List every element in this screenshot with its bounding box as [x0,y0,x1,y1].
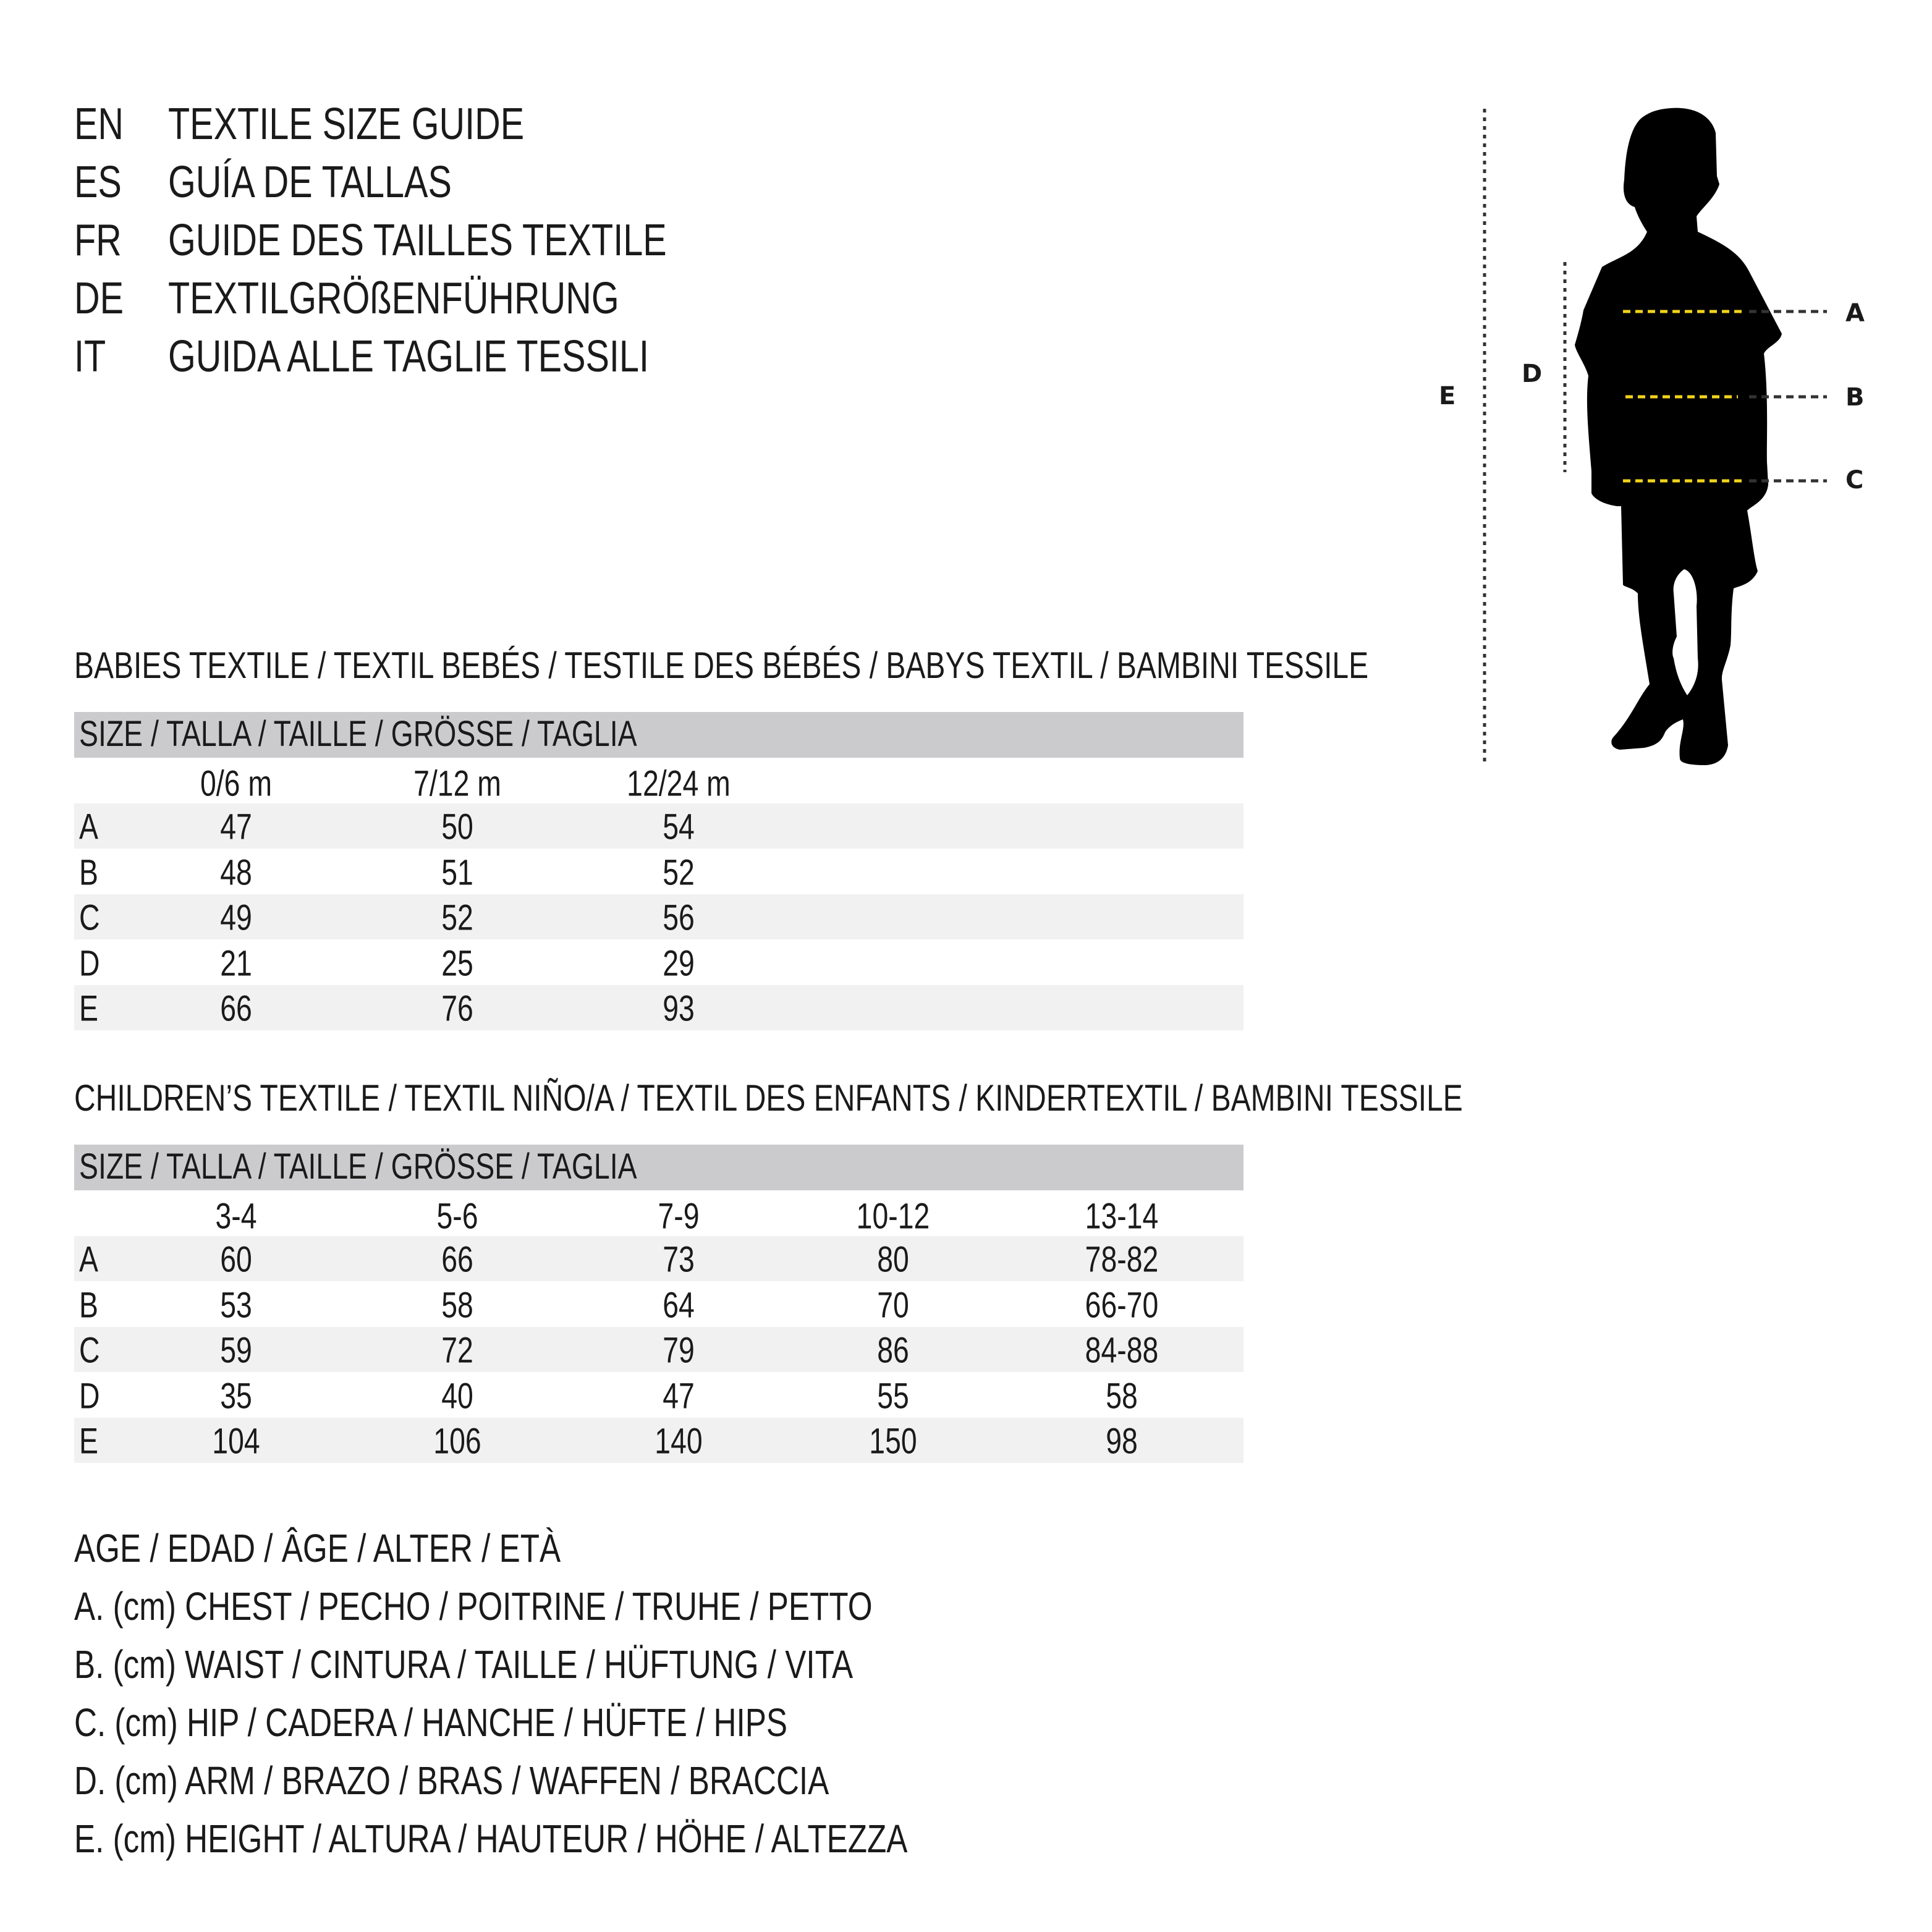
table-cell: 58 [441,1285,473,1325]
table-cell: 64 [663,1285,695,1325]
table-cell: 47 [663,1376,695,1416]
table-cell: 80 [877,1239,909,1280]
language-code: ES [74,158,122,207]
table-cell: 55 [877,1376,909,1416]
table-row-stripe [74,1327,1244,1372]
table-cell: 58 [1106,1376,1138,1416]
legend-line: C. (cm) HIP / CADERA / HANCHE / HÜFTE / … [74,1700,788,1745]
table-row-stripe [74,894,1244,939]
language-code: DE [74,274,124,323]
guide-title: TEXTILGRÖßENFÜHRUNG [168,274,619,323]
size-header: SIZE / TALLA / TAILLE / GRÖSSE / TAGLIA [79,1146,637,1187]
table-cell: 59 [220,1330,252,1371]
row-label: C [79,1330,100,1371]
table-cell: 66 [441,1239,473,1280]
size-header-bar [74,712,1244,758]
table-cell: 66 [220,988,252,1029]
legend-line: B. (cm) WAIST / CINTURA / TAILLE / HÜFTU… [74,1642,854,1687]
table-cell: 40 [441,1376,473,1416]
table-cell: 104 [212,1421,260,1462]
guide-title: TEXTILE SIZE GUIDE [168,100,525,149]
language-code: EN [74,100,124,149]
row-label: D [79,1376,100,1416]
column-header: 13-14 [1085,1196,1159,1237]
child-silhouette-icon [1575,108,1782,765]
legend-line: AGE / EDAD / ÂGE / ALTER / ETÀ [74,1526,561,1570]
table-cell: 47 [220,807,252,847]
table-cell: 76 [441,988,473,1029]
table-cell: 51 [441,852,473,892]
row-label: D [79,943,100,983]
table-cell: 25 [441,943,473,983]
legend-line: D. (cm) ARM / BRAZO / BRAS / WAFFEN / BR… [74,1758,829,1803]
row-label: E [79,988,98,1029]
table-cell: 56 [663,897,695,938]
column-header: 3-4 [215,1196,257,1237]
table-cell: 60 [220,1239,252,1280]
row-label: E [79,1421,98,1462]
children-heading: CHILDREN’S TEXTILE / TEXTIL NIÑO/A / TEX… [74,1077,1463,1119]
table-cell: 70 [877,1285,909,1325]
table-cell: 53 [220,1285,252,1325]
label-c: C [1845,466,1863,494]
label-d: D [1522,360,1542,388]
babies-heading: BABIES TEXTILE / TEXTIL BEBÉS / TESTILE … [74,645,1369,686]
table-cell: 98 [1106,1421,1138,1462]
table-cell: 79 [663,1330,695,1371]
row-label: A [79,807,98,847]
table-cell: 49 [220,897,252,938]
table-cell: 52 [663,852,695,892]
language-code: FR [74,216,122,265]
table-cell: 93 [663,988,695,1029]
table-row-stripe [74,803,1244,849]
row-label: B [79,852,98,892]
label-a: A [1845,299,1865,328]
table-cell: 50 [441,807,473,847]
table-row-stripe [74,985,1244,1030]
guide-title: GUÍA DE TALLAS [168,158,452,207]
row-label: C [79,897,100,938]
guide-title: GUIDA ALLE TAGLIE TESSILI [168,332,649,381]
column-header: 12/24 m [627,763,731,804]
guide-title: GUIDE DES TAILLES TEXTILE [168,216,667,265]
table-cell: 48 [220,852,252,892]
size-header-bar [74,1145,1244,1190]
table-cell: 78-82 [1085,1239,1159,1280]
table-cell: 150 [869,1421,917,1462]
row-label: B [79,1285,98,1325]
legend-line: E. (cm) HEIGHT / ALTURA / HAUTEUR / HÖHE… [74,1816,908,1861]
language-code: IT [74,332,106,381]
table-cell: 29 [663,943,695,983]
table-cell: 52 [441,897,473,938]
table-cell: 84-88 [1085,1330,1159,1371]
table-row-stripe [74,1418,1244,1463]
column-header: 10-12 [856,1196,930,1237]
label-e: E [1439,382,1455,410]
table-cell: 35 [220,1376,252,1416]
table-cell: 140 [655,1421,703,1462]
column-header: 0/6 m [200,763,273,804]
table-cell: 73 [663,1239,695,1280]
label-b: B [1845,383,1865,412]
table-cell: 54 [663,807,695,847]
table-cell: 106 [433,1421,481,1462]
row-label: A [79,1239,98,1280]
legend-line: A. (cm) CHEST / PECHO / POITRINE / TRUHE… [74,1584,873,1629]
column-header: 5-6 [436,1196,478,1237]
table-cell: 66-70 [1085,1285,1159,1325]
size-header: SIZE / TALLA / TAILLE / GRÖSSE / TAGLIA [79,714,637,754]
table-cell: 72 [441,1330,473,1371]
column-header: 7-9 [658,1196,700,1237]
table-row-stripe [74,1236,1244,1281]
table-cell: 86 [877,1330,909,1371]
column-header: 7/12 m [413,763,501,804]
table-cell: 21 [220,943,252,983]
